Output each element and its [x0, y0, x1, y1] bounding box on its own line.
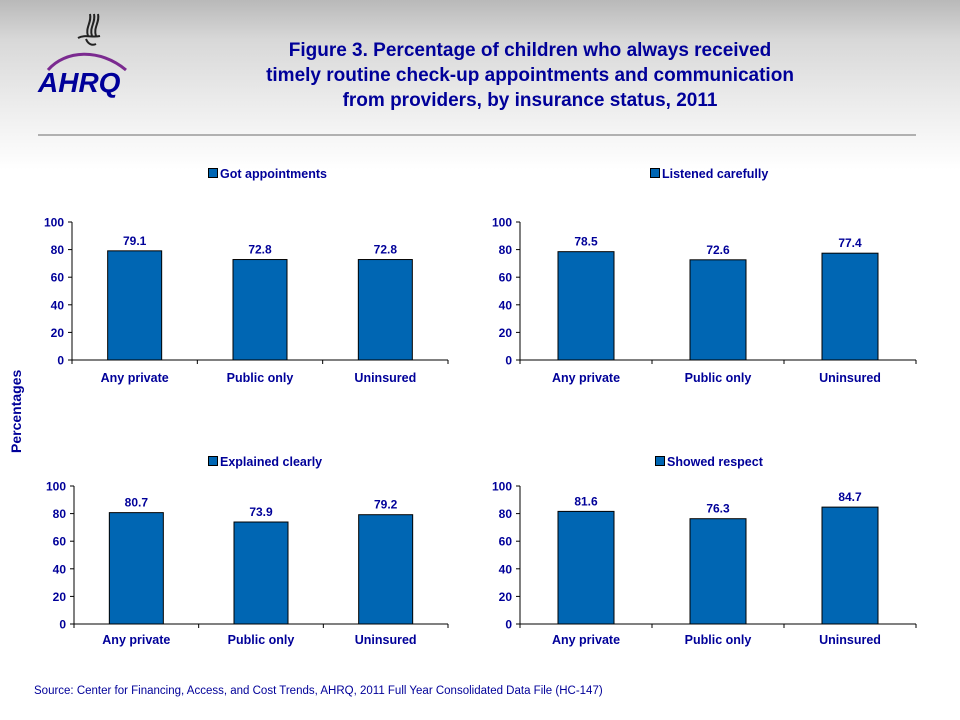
- legend-swatch-icon: [655, 456, 665, 466]
- y-tick-label: 0: [505, 618, 512, 632]
- y-tick-label: 100: [492, 216, 512, 230]
- x-category-label: Uninsured: [819, 371, 881, 385]
- bar-public-only: [233, 521, 289, 625]
- y-tick-label: 20: [53, 590, 67, 604]
- source-note: Source: Center for Financing, Access, an…: [34, 685, 603, 697]
- chart-legend: Explained clearly: [208, 455, 322, 469]
- y-tick-label: 60: [53, 535, 67, 549]
- chart-legend: Listened carefully: [650, 167, 768, 181]
- legend-swatch-icon: [208, 168, 218, 178]
- x-category-label: Public only: [685, 633, 752, 647]
- y-tick-label: 60: [51, 271, 65, 285]
- bar-any-private: [557, 510, 615, 625]
- x-category-label: Any private: [552, 633, 620, 647]
- figure-title: Figure 3. Percentage of children who alw…: [230, 38, 830, 113]
- y-tick-label: 0: [505, 354, 512, 368]
- data-label: 76.3: [706, 502, 730, 516]
- x-category-label: Uninsured: [819, 633, 881, 647]
- data-label: 80.7: [125, 496, 149, 510]
- legend-swatch-icon: [650, 168, 660, 178]
- chart-panel-showed-respect: Showed respect 0 20 40 60 80 100 81.6 Any privat…: [480, 450, 920, 660]
- y-tick-label: 100: [492, 480, 512, 494]
- title-line-3: from providers, by insurance status, 201…: [342, 90, 718, 111]
- y-tick-label: 20: [499, 326, 513, 340]
- y-tick-label: 60: [499, 535, 513, 549]
- data-label: 72.8: [374, 243, 398, 257]
- chart-legend: Showed respect: [655, 455, 763, 469]
- y-tick-label: 20: [499, 590, 513, 604]
- y-tick-label: 60: [499, 271, 513, 285]
- y-tick-label: 80: [51, 243, 65, 257]
- x-category-label: Public only: [227, 371, 294, 385]
- chart-panel-listened-carefully: Listened carefully 0 20 40 60 80 100 78.5 Any pr…: [480, 160, 920, 400]
- data-label: 84.7: [838, 490, 862, 504]
- bar-uninsured: [358, 514, 414, 625]
- y-tick-label: 80: [53, 507, 67, 521]
- y-tick-label: 80: [499, 507, 513, 521]
- y-tick-label: 20: [51, 326, 65, 340]
- shared-y-axis-label: Percentages: [8, 369, 24, 453]
- data-label: 72.8: [248, 243, 272, 257]
- data-label: 79.2: [374, 498, 398, 512]
- ahrq-logo: AHRQ: [30, 8, 140, 98]
- legend-label: Showed respect: [667, 455, 763, 469]
- bar-any-private: [108, 512, 164, 625]
- legend-label: Explained clearly: [220, 455, 323, 469]
- y-tick-label: 100: [44, 216, 64, 230]
- bar-any-private: [557, 251, 615, 361]
- legend-label: Listened carefully: [662, 167, 769, 181]
- x-category-label: Any private: [101, 371, 169, 385]
- y-tick-label: 40: [499, 298, 513, 312]
- bar-uninsured: [821, 506, 879, 625]
- bar-uninsured: [357, 259, 413, 361]
- bar-any-private: [107, 250, 163, 361]
- bar-chart-svg: 0 20 40 60 80 100 81.6 Any private 76.3 Public on…: [492, 480, 917, 647]
- y-tick-label: 40: [53, 562, 67, 576]
- chart-panel-explained-clearly: Explained clearly 0 20 40 60 80 100 80.7 Any pri…: [30, 450, 450, 660]
- y-tick-label: 40: [51, 298, 65, 312]
- chart-panel-got-appointments: Got appointments 0 20 40 60 80 100 79.1 Any priv…: [30, 160, 450, 400]
- data-label: 81.6: [574, 494, 598, 508]
- y-tick-label: 40: [499, 562, 513, 576]
- x-category-label: Public only: [228, 633, 295, 647]
- header-divider: [38, 134, 916, 136]
- y-tick-label: 0: [59, 618, 66, 632]
- bar-public-only: [689, 259, 747, 361]
- bar-public-only: [689, 518, 747, 625]
- bar-chart-svg: 0 20 40 60 80 100 78.5 Any private 72.6 Public on…: [492, 216, 917, 385]
- y-tick-label: 80: [499, 243, 513, 257]
- data-label: 73.9: [249, 505, 273, 519]
- legend-label: Got appointments: [220, 167, 327, 181]
- legend-swatch-icon: [208, 456, 218, 466]
- hhs-eagle-icon: AHRQ: [37, 13, 127, 98]
- y-tick-label: 100: [46, 480, 66, 494]
- x-category-label: Any private: [552, 371, 620, 385]
- bar-uninsured: [821, 252, 879, 361]
- chart-legend: Got appointments: [208, 167, 327, 181]
- title-line-2: timely routine check-up appointments and…: [266, 65, 794, 86]
- y-tick-label: 0: [57, 354, 64, 368]
- bar-chart-svg: 0 20 40 60 80 100 80.7 Any private 73.9 Public on…: [46, 480, 449, 647]
- data-label: 79.1: [123, 234, 147, 248]
- x-category-label: Any private: [102, 633, 170, 647]
- title-line-1: Figure 3. Percentage of children who alw…: [288, 40, 772, 61]
- x-category-label: Uninsured: [354, 371, 416, 385]
- data-label: 78.5: [574, 235, 598, 249]
- x-category-label: Public only: [685, 371, 752, 385]
- bar-public-only: [232, 259, 288, 361]
- data-label: 77.4: [838, 236, 862, 250]
- x-category-label: Uninsured: [355, 633, 417, 647]
- data-label: 72.6: [706, 243, 730, 257]
- ahrq-logo-text: AHRQ: [37, 67, 121, 98]
- bar-chart-svg: 0 20 40 60 80 100 79.1 Any private 72.8 Public on…: [44, 216, 449, 385]
